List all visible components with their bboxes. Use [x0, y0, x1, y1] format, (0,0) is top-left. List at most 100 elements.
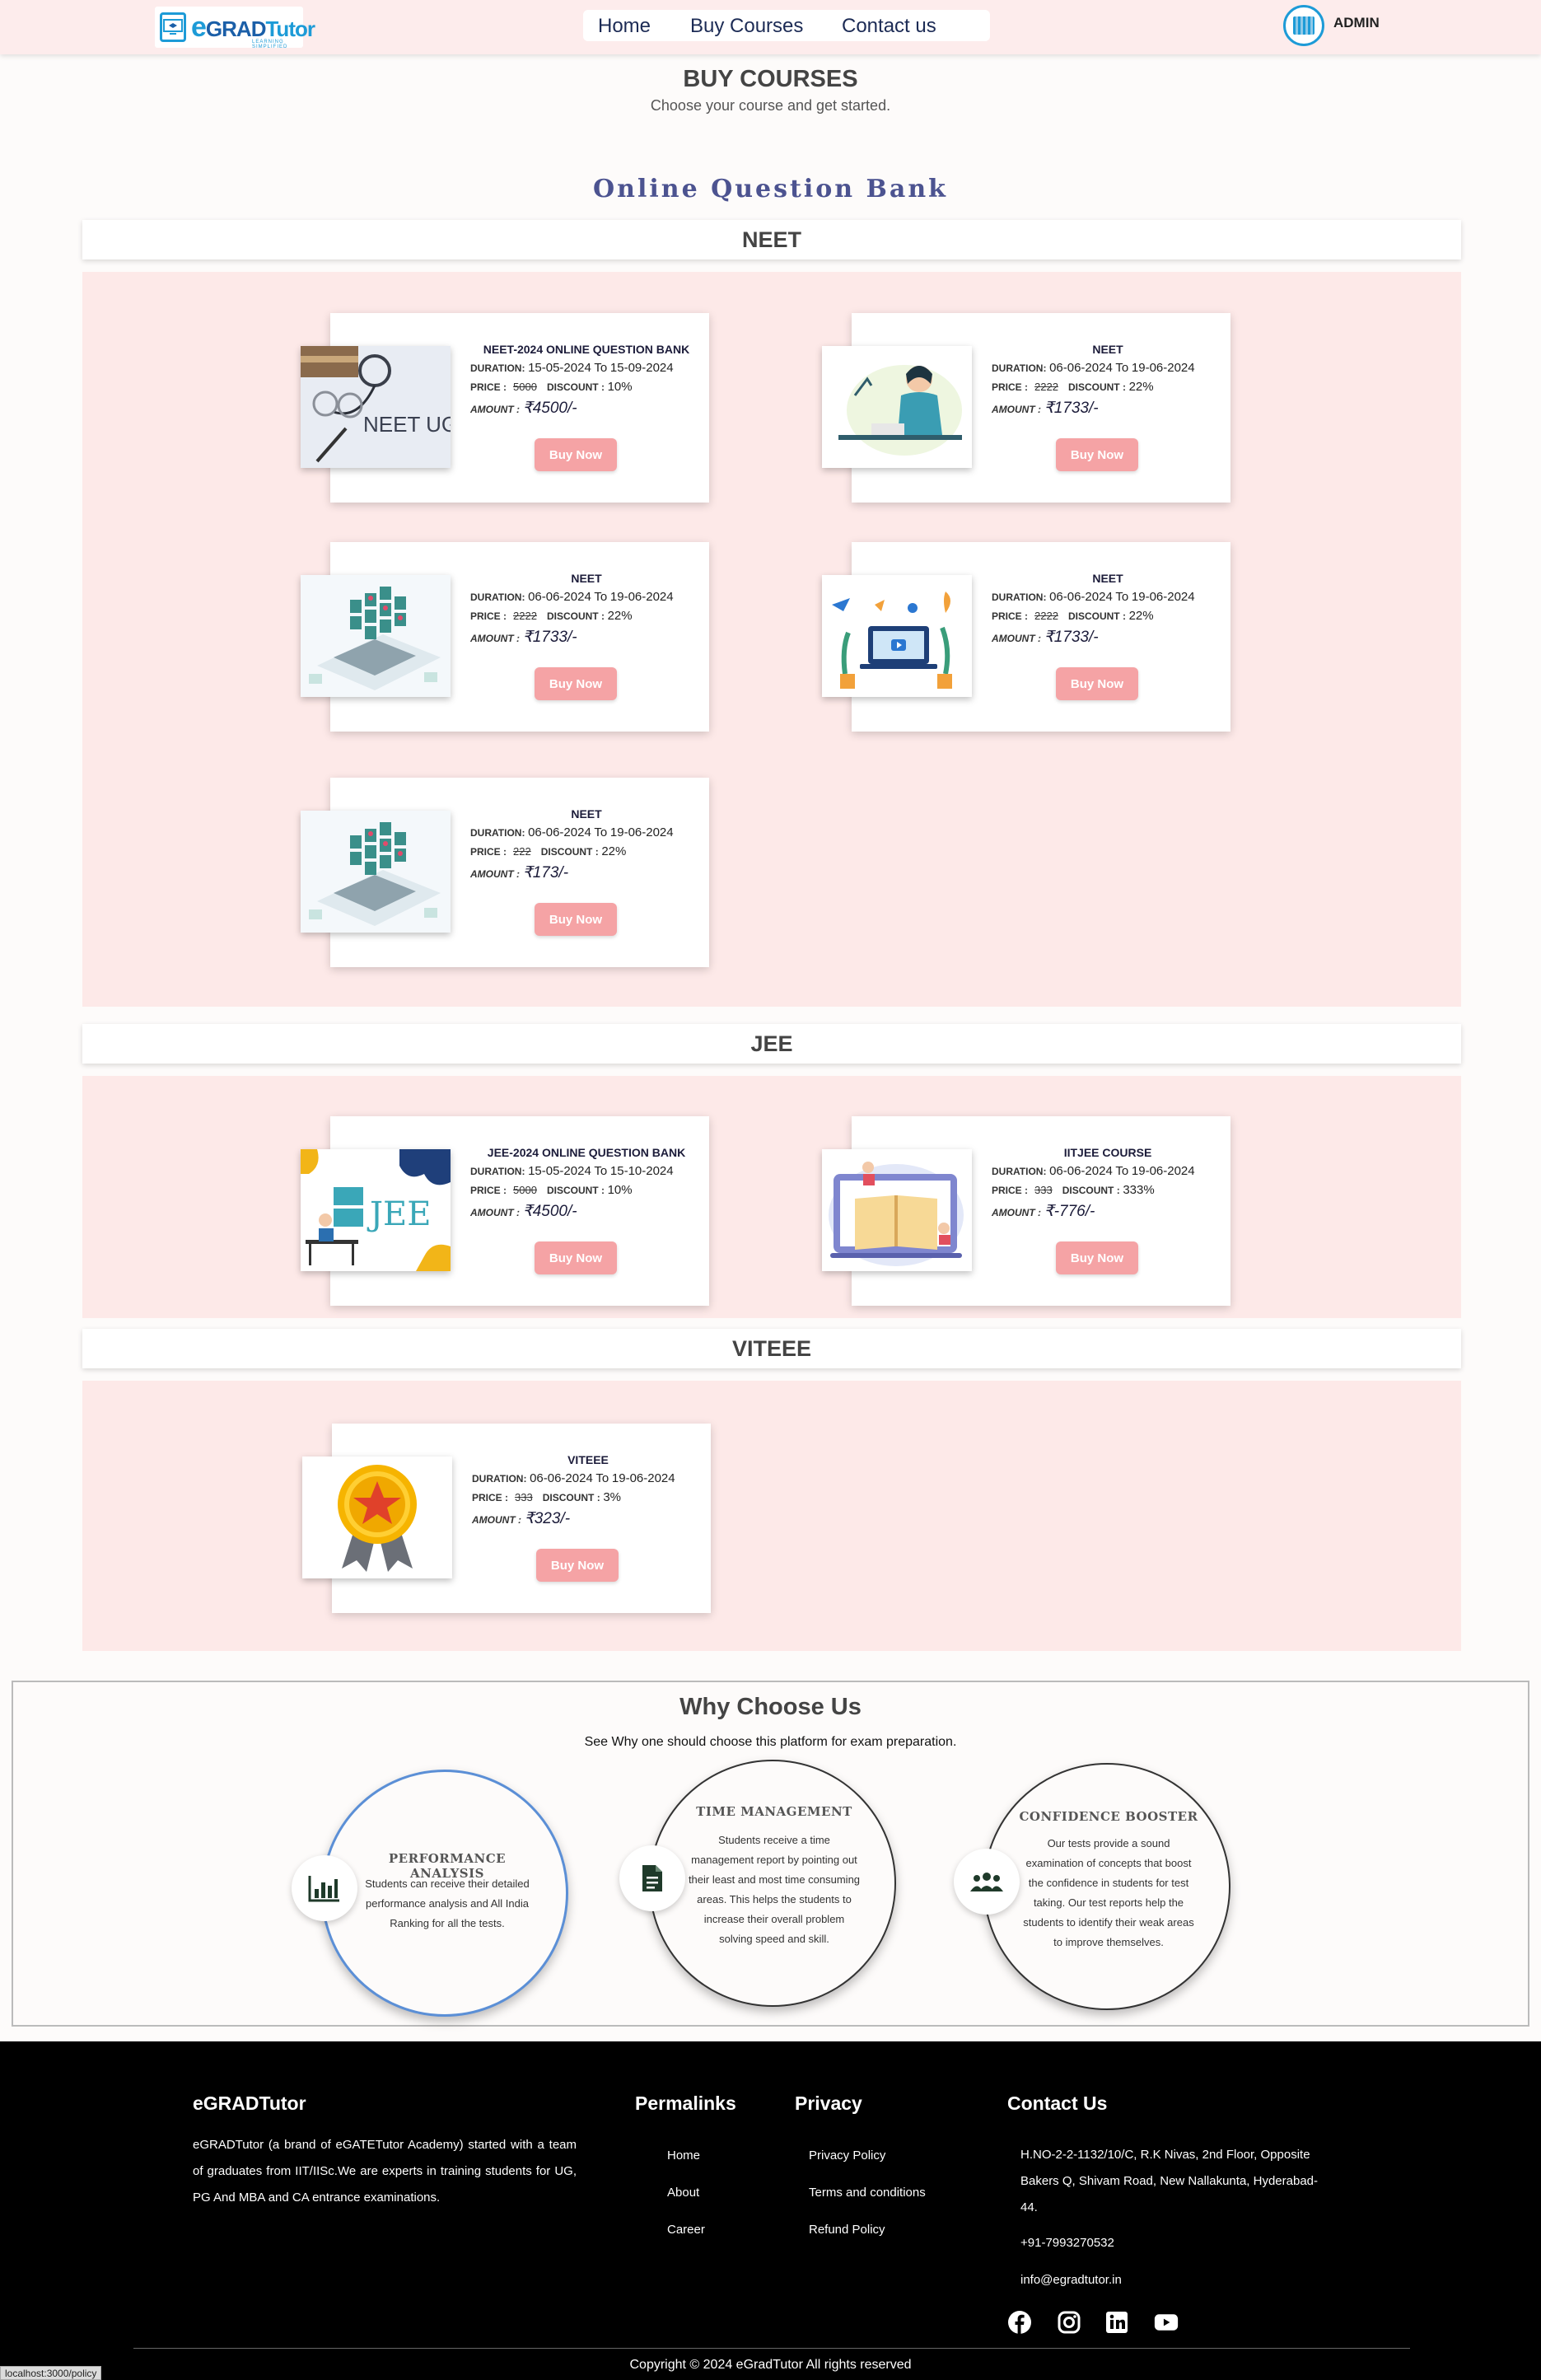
discount-label: DISCOUNT : [1067, 381, 1126, 393]
browser-status-url: localhost:3000/policy [0, 2366, 102, 2380]
course-info: NEET-2024 ONLINE QUESTION BANK DURATION: … [470, 343, 703, 418]
course-pricing: PRICE : 5000 DISCOUNT : 10% [470, 1183, 703, 1197]
amount-value: ₹4500/- [522, 400, 577, 417]
footer-phone[interactable]: +91-7993270532 [1020, 2236, 1114, 2250]
duration-label: DURATION: [992, 362, 1047, 374]
book-on-laptop-image [822, 1149, 972, 1271]
buy-now-button[interactable]: Buy Now [536, 1549, 619, 1582]
duration-end: 15-10-2024 [609, 1164, 674, 1178]
original-price: 222 [513, 845, 531, 858]
circle-heading: PERFORMANCE ANALYSIS [388, 1851, 507, 1881]
duration-label: DURATION: [470, 827, 525, 839]
footer-link-home[interactable]: Home [667, 2149, 701, 2163]
amount-value: ₹173/- [522, 864, 569, 881]
discount-label: DISCOUNT : [542, 1492, 600, 1503]
footer-link-career[interactable]: Career [667, 2223, 705, 2237]
admin-avatar[interactable] [1283, 5, 1324, 46]
instagram-icon[interactable] [1057, 2310, 1081, 2335]
circle-text: Students receive a time management repor… [688, 1834, 861, 1945]
course-pricing: PRICE : 2222 DISCOUNT : 22% [992, 609, 1224, 623]
discount-value: 3% [603, 1490, 622, 1504]
course-info: NEET DURATION: 06-06-2024 To 19-06-2024 PR… [470, 807, 703, 882]
footer-permalinks-title: Permalinks [635, 2092, 736, 2114]
neet-section-panel [82, 272, 1461, 1007]
discount-label: DISCOUNT : [546, 610, 605, 622]
site-footer: eGRADTutor eGRADTutor (a brand of eGATET… [0, 2041, 1541, 2380]
footer-link-privacy-policy[interactable]: Privacy Policy [809, 2149, 886, 2163]
discount-value: 22% [1128, 380, 1154, 394]
nav-home-link[interactable]: Home [598, 15, 651, 37]
nav-contact-link[interactable]: Contact us [842, 15, 936, 37]
original-price: 333 [1034, 1184, 1053, 1196]
amount-label: AMOUNT : [992, 1207, 1041, 1218]
course-pricing: PRICE : 5000 DISCOUNT : 10% [470, 380, 703, 394]
amount-value: ₹1733/- [1044, 400, 1099, 417]
duration-to: To [594, 361, 608, 375]
buy-now-button[interactable]: Buy Now [535, 1241, 617, 1274]
discount-value: 22% [601, 844, 627, 858]
original-price: 2222 [1034, 610, 1058, 622]
course-card: NEET DURATION: 06-06-2024 To 19-06-2024 PR… [301, 542, 709, 732]
discount-value: 333% [1123, 1183, 1155, 1197]
discount-value: 10% [607, 1183, 633, 1197]
nav-buy-courses-link[interactable]: Buy Courses [690, 15, 804, 37]
course-duration: DURATION: 06-06-2024 To 19-06-2024 [992, 1164, 1224, 1178]
amount-label: AMOUNT : [470, 633, 520, 644]
course-amount: AMOUNT : ₹1733/- [470, 628, 703, 647]
duration-end: 19-06-2024 [1131, 361, 1195, 375]
footer-email[interactable]: info@egradtutor.in [1020, 2273, 1122, 2287]
footer-divider [133, 2348, 1410, 2349]
footer-contact-title: Contact Us [1007, 2092, 1108, 2114]
duration-end: 19-06-2024 [1131, 1164, 1195, 1178]
footer-brand: eGRADTutor [193, 2092, 306, 2114]
course-amount: AMOUNT : ₹4500/- [470, 399, 703, 418]
course-pricing: PRICE : 2222 DISCOUNT : 22% [992, 380, 1224, 394]
buy-now-button[interactable]: Buy Now [535, 667, 617, 700]
course-info: NEET DURATION: 06-06-2024 To 19-06-2024 PR… [470, 572, 703, 647]
duration-to: To [594, 590, 608, 604]
buy-now-button[interactable]: Buy Now [1056, 667, 1138, 700]
discount-value: 22% [1128, 609, 1154, 623]
course-card: NEET DURATION: 06-06-2024 To 19-06-2024 PR… [822, 542, 1230, 732]
duration-label: DURATION: [470, 591, 525, 603]
egradtutor-logo[interactable]: eGRADTutor LEARNING SIMPLIFIED [155, 7, 315, 49]
buy-now-button[interactable]: Buy Now [1056, 438, 1138, 471]
buy-now-button[interactable]: Buy Now [1056, 1241, 1138, 1274]
duration-start: 06-06-2024 [528, 590, 591, 604]
price-label: PRICE : [992, 1185, 1029, 1196]
footer-link-terms[interactable]: Terms and conditions [809, 2186, 926, 2200]
duration-to: To [1115, 590, 1129, 604]
neet-ug-stethoscope-image: NEET UG [301, 346, 451, 468]
performance-analysis-card: PERFORMANCE ANALYSIS Students can receiv… [321, 1770, 568, 2017]
course-card: NEET UG NEET-2024 ONLINE QUESTION BANK DUR… [301, 313, 709, 503]
buy-now-button[interactable]: Buy Now [535, 438, 617, 471]
buy-now-button[interactable]: Buy Now [535, 903, 617, 936]
footer-link-refund-policy[interactable]: Refund Policy [809, 2223, 885, 2237]
discount-label: DISCOUNT : [1062, 1185, 1120, 1196]
course-card: NEET DURATION: 06-06-2024 To 19-06-2024 PR… [301, 778, 709, 967]
course-amount: AMOUNT : ₹323/- [472, 1509, 704, 1528]
why-title: Why Choose Us [679, 1694, 862, 1720]
price-label: PRICE : [470, 846, 507, 858]
amount-label: AMOUNT : [472, 1514, 521, 1526]
online-test-laptop-image [301, 811, 451, 933]
footer-link-about[interactable]: About [667, 2186, 700, 2200]
course-info: VITEEE DURATION: 06-06-2024 To 19-06-2024… [472, 1453, 704, 1528]
duration-end: 19-06-2024 [1131, 590, 1195, 604]
facebook-icon[interactable] [1007, 2310, 1032, 2335]
youtube-icon[interactable] [1154, 2310, 1179, 2335]
discount-label: DISCOUNT : [540, 846, 599, 858]
duration-start: 06-06-2024 [1049, 1164, 1113, 1178]
linkedin-icon[interactable] [1104, 2310, 1129, 2335]
price-label: PRICE : [470, 381, 507, 393]
duration-end: 19-06-2024 [609, 590, 674, 604]
course-pricing: PRICE : 222 DISCOUNT : 22% [470, 844, 703, 858]
circle-text: Our tests provide a sound examination of… [1023, 1837, 1194, 1948]
course-name: NEET [1092, 572, 1123, 585]
admin-label[interactable]: ADMIN [1333, 15, 1380, 30]
amount-label: AMOUNT : [470, 404, 520, 415]
footer-privacy-title: Privacy [795, 2092, 862, 2114]
discount-label: DISCOUNT : [546, 1185, 605, 1196]
course-name: IITJEE COURSE [1063, 1146, 1152, 1159]
users-group-icon [954, 1849, 1020, 1915]
